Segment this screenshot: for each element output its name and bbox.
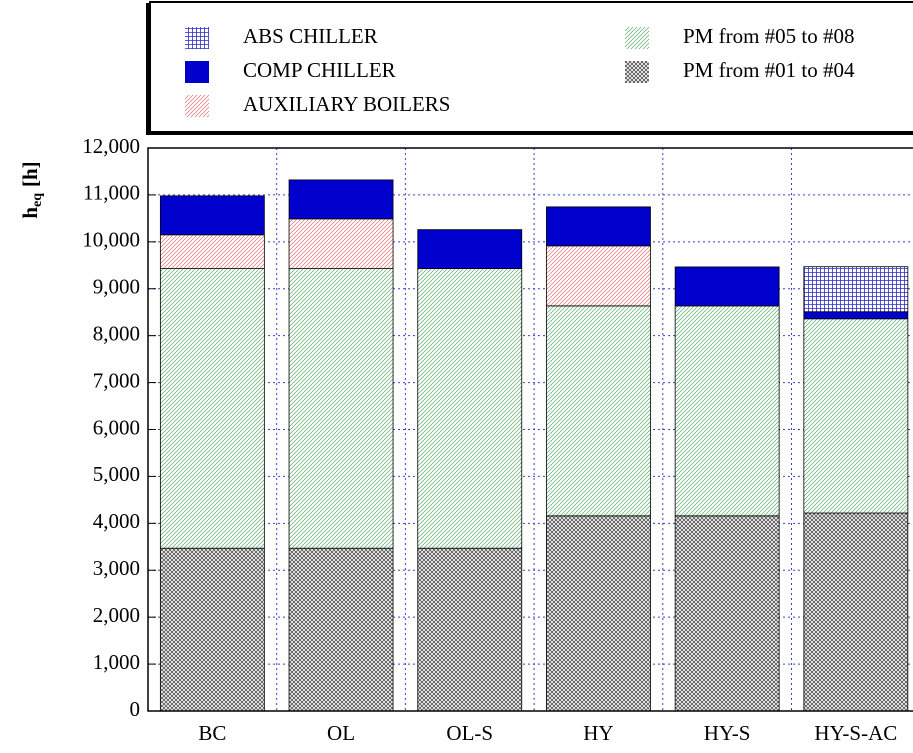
y-tick-label: 6,000 [93, 415, 140, 439]
bar-segment [674, 515, 780, 712]
y-tick-label: 10,000 [82, 228, 140, 252]
bar-segment [288, 268, 394, 549]
bar-segment [546, 515, 651, 712]
y-axis-label: heq [h] [18, 161, 45, 218]
y-tick-label: 11,000 [83, 181, 140, 205]
y-tick-label: 0 [130, 697, 141, 721]
bar-segment [159, 268, 265, 549]
y-label-sub: eq [30, 193, 45, 207]
y-tick-label: 4,000 [93, 509, 140, 533]
legend-swatch [185, 95, 209, 117]
bar-segment [288, 179, 394, 220]
bar-segment [803, 512, 909, 712]
legend-swatch [625, 27, 649, 49]
bar-segment [159, 547, 265, 712]
bar-segment [546, 245, 651, 307]
plot-frame [147, 147, 913, 712]
x-tick-label: HY-S [704, 721, 751, 745]
y-label-unit: [h] [18, 161, 42, 187]
bar-segment [674, 305, 780, 517]
bar-segment [288, 547, 394, 712]
x-tick-label: HY [583, 721, 613, 745]
legend-swatch [625, 61, 649, 83]
bar-segment [417, 547, 523, 712]
legend-swatch [185, 61, 209, 83]
bar-segment [803, 318, 909, 514]
legend-label: COMP CHILLER [243, 58, 396, 82]
bar-segment [417, 229, 523, 269]
bar-segment [288, 218, 394, 269]
x-tick-label: OL-S [446, 721, 493, 745]
y-tick-label: 8,000 [93, 321, 140, 345]
bar-segment [803, 311, 909, 320]
y-tick-label: 3,000 [93, 556, 140, 580]
legend-label: ABS CHILLER [243, 24, 378, 48]
y-tick-label: 5,000 [93, 462, 140, 486]
bar-segment [546, 206, 651, 247]
y-tick-label: 7,000 [93, 368, 140, 392]
bar-segment [417, 268, 523, 549]
bar-segment [546, 305, 651, 517]
y-tick-label: 9,000 [93, 275, 140, 299]
y-tick-label: 2,000 [93, 603, 140, 627]
bar-segment [674, 266, 780, 307]
y-tick-label: 1,000 [93, 650, 140, 674]
x-tick-label: OL [327, 721, 355, 745]
x-tick-label: BC [198, 721, 226, 745]
bar-segment [159, 234, 265, 269]
y-tick-label: 12,000 [82, 134, 140, 158]
x-tick-label: HY-S-AC [814, 721, 897, 745]
y-label-main: h [18, 207, 42, 219]
legend-label: AUXILIARY BOILERS [243, 92, 450, 116]
bar-segment [159, 195, 265, 236]
bar-segment [803, 266, 909, 313]
legend-label: PM from #01 to #04 [683, 58, 855, 82]
legend-swatch [185, 27, 209, 49]
legend-box [149, 1, 913, 133]
legend-label: PM from #05 to #08 [683, 24, 855, 48]
